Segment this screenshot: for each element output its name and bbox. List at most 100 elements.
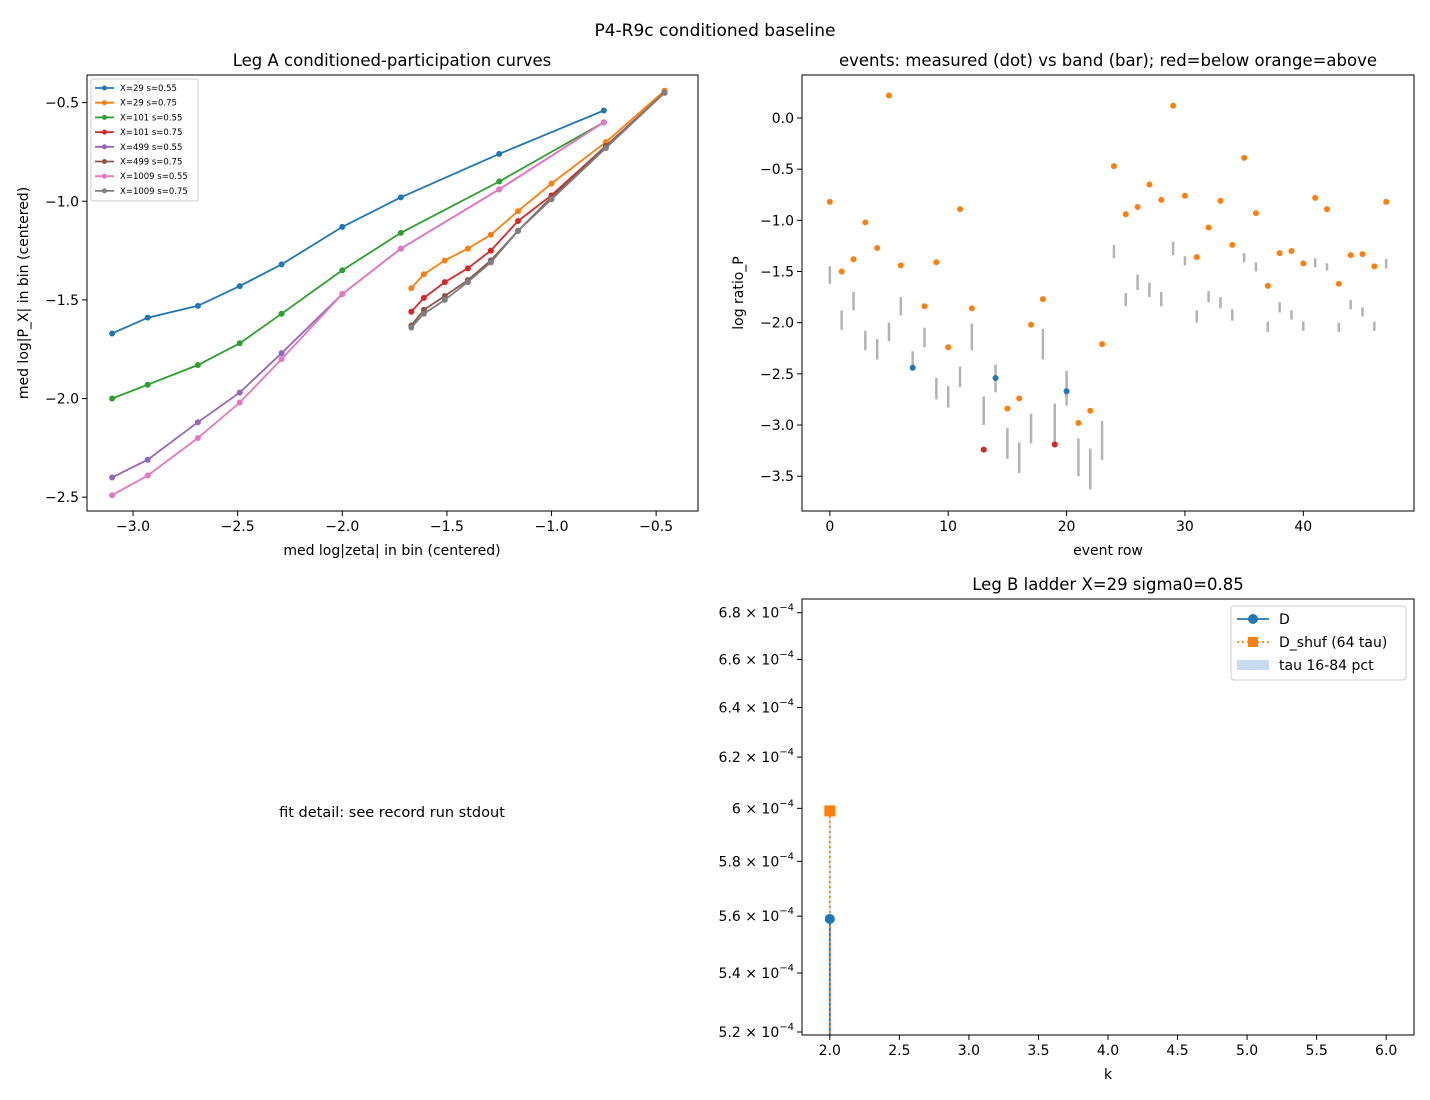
event-dot: [826, 198, 833, 205]
legend-label: D_shuf (64 tau): [1279, 635, 1387, 651]
data-point: [487, 259, 494, 266]
panel-c-axes-frame: [801, 598, 1415, 1036]
data-point: [496, 186, 503, 193]
panel-b-ticks: 0 10 20 30 40 0.0 −0.5 −1.0 −1.5 −2.0 −2.5 −3.0 −3.5: [760, 111, 1312, 535]
data-point: [397, 194, 404, 201]
data-point: [441, 279, 448, 286]
y-tick-label: 0.0: [772, 111, 794, 127]
panel-b-axes-frame: [801, 74, 1415, 512]
y-tick-label: 6 × 10−4: [732, 798, 794, 817]
data-point: [515, 217, 522, 224]
event-dot: [1264, 282, 1271, 289]
x-tick-label: −2.5: [221, 519, 255, 535]
event-dot: [1134, 204, 1141, 211]
y-tick-label: −2.0: [760, 316, 794, 332]
x-tick-label: 40: [1294, 519, 1312, 535]
data-point: [236, 399, 243, 406]
event-dot: [1193, 254, 1200, 261]
panel-leg-a: Leg A conditioned-participation curves −…: [16, 51, 699, 559]
legend-label: X=101 s=0.55: [120, 113, 182, 123]
data-point: [236, 340, 243, 347]
panel-b-ylabel: log ratio_P: [731, 256, 747, 330]
data-point: [548, 196, 555, 203]
data-point: [420, 310, 427, 317]
x-tick-label: 5.5: [1306, 1043, 1328, 1059]
legend-label: X=29 s=0.75: [120, 99, 177, 109]
event-dot: [1323, 206, 1330, 213]
x-tick-label: 4.5: [1166, 1043, 1188, 1059]
legend-marker: [102, 114, 107, 120]
event-dot: [980, 446, 987, 453]
panel-c-xlabel: k: [1104, 1067, 1113, 1083]
y-tick-label: 5.6 × 10−4: [719, 906, 794, 925]
x-tick-label: 2.5: [888, 1043, 910, 1059]
x-tick-label: 20: [1058, 519, 1076, 535]
data-point: [464, 265, 471, 272]
data-point: [496, 178, 503, 185]
y-tick-label: 6.8 × 10−4: [719, 603, 794, 622]
panel-a-xlabel: med log|zeta| in bin (centered): [283, 543, 500, 559]
series-d-marker: [824, 913, 835, 924]
event-dot: [1063, 388, 1070, 395]
x-tick-label: 6.0: [1375, 1043, 1397, 1059]
event-dot: [945, 344, 952, 351]
y-tick-label: 5.4 × 10−4: [719, 963, 794, 982]
event-dot: [1205, 224, 1212, 231]
event-dot: [992, 374, 999, 381]
data-point: [487, 247, 494, 254]
legend-marker: [1248, 614, 1258, 624]
legend-label: D: [1279, 612, 1290, 628]
event-dot: [1181, 192, 1188, 199]
y-tick-label: 6.2 × 10−4: [719, 747, 794, 766]
event-dot: [1383, 198, 1390, 205]
x-tick-label: 10: [939, 519, 957, 535]
data-point: [194, 302, 201, 309]
data-point: [420, 294, 427, 301]
data-point: [278, 350, 285, 357]
y-tick-label: 6.4 × 10−4: [719, 697, 794, 716]
data-point: [144, 456, 151, 463]
y-tick-label: −0.5: [760, 162, 794, 178]
legend-label: X=29 s=0.55: [120, 84, 177, 94]
panel-a-axes-frame: [86, 74, 699, 512]
event-dot: [1217, 197, 1224, 204]
data-point: [194, 435, 201, 442]
data-point: [408, 285, 415, 292]
event-dot: [1335, 280, 1342, 287]
event-dot: [1110, 163, 1117, 170]
panel-c-title: Leg B ladder X=29 sigma0=0.85: [972, 575, 1243, 594]
panel-c-legend: D D_shuf (64 tau) tau 16-84 pct: [1230, 605, 1407, 681]
data-point: [661, 89, 668, 96]
event-dot: [1276, 250, 1283, 257]
legend-marker: [102, 188, 107, 194]
y-tick-label: −3.5: [760, 469, 794, 485]
event-dot: [850, 256, 857, 263]
data-point: [397, 229, 404, 236]
legend-marker: [102, 85, 107, 91]
panel-leg-b: Leg B ladder X=29 sigma0=0.85 2.0 2.5 3.0 3…: [719, 575, 1415, 1083]
event-dot: [1122, 211, 1129, 218]
x-tick-label: 3.0: [958, 1043, 980, 1059]
y-tick-label: −0.5: [45, 96, 79, 112]
y-tick-label: 5.8 × 10−4: [719, 851, 794, 870]
y-tick-label: 6.6 × 10−4: [719, 649, 794, 668]
panel-a-ylabel: med log|P_X| in bin (centered): [16, 187, 32, 399]
fit-detail-note: fit detail: see record run stdout: [279, 805, 505, 821]
legend-marker: [102, 144, 107, 150]
data-point: [496, 150, 503, 157]
data-point: [339, 267, 346, 274]
panel-a-legend: X=29 s=0.55 X=29 s=0.75 X=101 s=0.55 X=101 …: [90, 78, 199, 202]
data-point: [441, 257, 448, 264]
panel-c-marks: [824, 805, 836, 1035]
event-dot: [1039, 296, 1046, 303]
event-dot: [921, 303, 928, 310]
event-dot: [1004, 405, 1011, 412]
data-point: [602, 144, 609, 151]
event-dot: [1229, 241, 1236, 248]
data-point: [420, 271, 427, 278]
data-point: [600, 107, 607, 114]
event-dot: [1312, 194, 1319, 201]
event-dot: [1288, 248, 1295, 255]
event-dot: [1252, 210, 1259, 217]
